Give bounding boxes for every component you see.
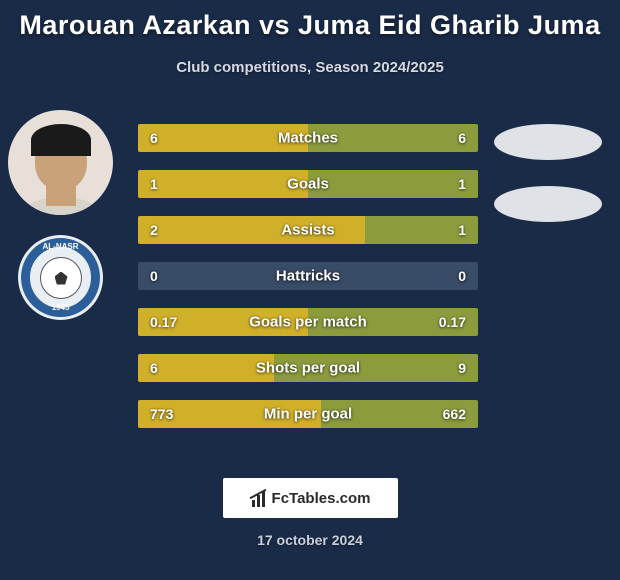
content: Marouan Azarkan vs Juma Eid Gharib Juma … [0, 0, 620, 580]
stat-label: Shots per goal [256, 360, 360, 377]
stat-row: 0 0 Hattricks [138, 262, 478, 290]
stat-label: Goals [287, 176, 329, 193]
date-text: 17 october 2024 [0, 532, 620, 548]
stat-value-b: 1 [458, 222, 466, 238]
stat-label: Hattricks [276, 268, 340, 285]
fctables-logo: FcTables.com [223, 478, 398, 518]
stat-fill-player-b [308, 170, 478, 198]
stat-row: 773 662 Min per goal [138, 400, 478, 428]
stat-label: Goals per match [249, 314, 367, 331]
ellipse-placeholder [494, 186, 602, 222]
stat-value-a: 0.17 [150, 314, 177, 330]
stat-row: 1 1 Goals [138, 170, 478, 198]
avatar-column: AL-NASR 1945 [8, 110, 113, 320]
stat-row: 2 1 Assists [138, 216, 478, 244]
player-a-avatar [8, 110, 113, 215]
stat-bars: 6 6 Matches 1 1 Goals 2 1 Assists 0 0 Hattricks 0.17… [138, 124, 478, 428]
stat-value-b: 662 [443, 406, 466, 422]
stat-value-b: 1 [458, 176, 466, 192]
stat-fill-player-a [138, 170, 308, 198]
ellipse-placeholder [494, 124, 602, 160]
page-title: Marouan Azarkan vs Juma Eid Gharib Juma [0, 0, 620, 41]
stat-value-a: 6 [150, 360, 158, 376]
chart-icon [250, 490, 267, 507]
stat-value-b: 0.17 [439, 314, 466, 330]
stat-label: Assists [281, 222, 334, 239]
stat-value-a: 6 [150, 130, 158, 146]
stat-value-b: 6 [458, 130, 466, 146]
stat-row: 0.17 0.17 Goals per match [138, 308, 478, 336]
badge-text-bottom: 1945 [52, 303, 70, 312]
player-b-club-badge: AL-NASR 1945 [18, 235, 103, 320]
stat-label: Min per goal [264, 406, 352, 423]
stat-value-b: 0 [458, 268, 466, 284]
stat-value-a: 0 [150, 268, 158, 284]
subtitle: Club competitions, Season 2024/2025 [0, 59, 620, 76]
badge-text-top: AL-NASR [43, 242, 79, 251]
stat-fill-player-a [138, 354, 274, 382]
stat-value-a: 773 [150, 406, 173, 422]
stat-row: 6 6 Matches [138, 124, 478, 152]
stat-label: Matches [278, 130, 338, 147]
logo-text: FcTables.com [272, 490, 371, 507]
stat-value-b: 9 [458, 360, 466, 376]
footer: FcTables.com [0, 478, 620, 518]
stat-value-a: 1 [150, 176, 158, 192]
stat-row: 6 9 Shots per goal [138, 354, 478, 382]
stat-value-a: 2 [150, 222, 158, 238]
ellipse-column [494, 124, 602, 222]
